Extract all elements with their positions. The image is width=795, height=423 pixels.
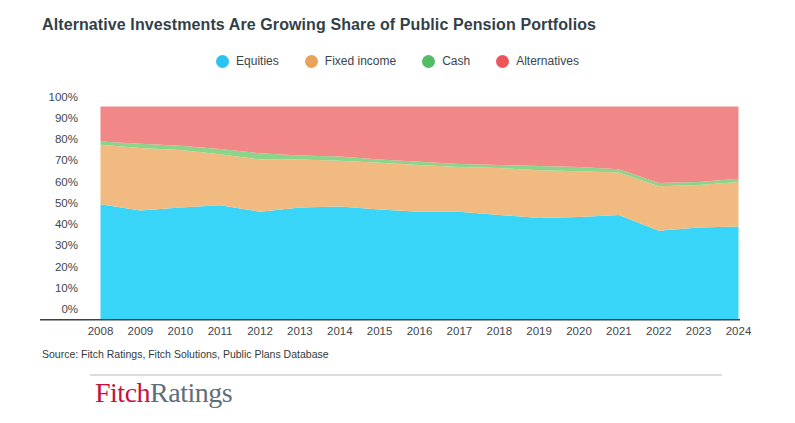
x-tick-label: 2013 — [287, 325, 313, 337]
x-tick-label: 2010 — [168, 325, 194, 337]
x-tick-label: 2008 — [88, 325, 114, 337]
y-tick-label: 80% — [55, 133, 78, 145]
x-tick-label: 2016 — [407, 325, 433, 337]
y-tick-label: 50% — [55, 197, 78, 209]
x-tick-label: 2024 — [726, 325, 752, 337]
x-tick-label: 2009 — [128, 325, 154, 337]
y-tick-label: 40% — [55, 218, 78, 230]
footer-divider — [90, 374, 722, 376]
x-tick-label: 2015 — [367, 325, 393, 337]
x-tick-label: 2017 — [447, 325, 473, 337]
x-tick-label: 2020 — [566, 325, 592, 337]
y-tick-label: 20% — [55, 261, 78, 273]
x-tick-label: 2019 — [526, 325, 552, 337]
x-tick-label: 2014 — [327, 325, 353, 337]
x-tick-label: 2012 — [247, 325, 273, 337]
y-tick-label: 100% — [49, 91, 78, 103]
x-tick-label: 2023 — [686, 325, 712, 337]
x-tick-label: 2018 — [487, 325, 513, 337]
y-tick-label: 10% — [55, 282, 78, 294]
y-tick-label: 60% — [55, 176, 78, 188]
y-tick-label: 30% — [55, 239, 78, 251]
x-tick-label: 2021 — [606, 325, 632, 337]
chart-page: Alternative Investments Are Growing Shar… — [0, 0, 795, 423]
x-tick-label: 2011 — [208, 325, 233, 337]
x-tick-label: 2022 — [646, 325, 672, 337]
source-note: Source: Fitch Ratings, Fitch Solutions, … — [42, 348, 329, 360]
fitch-ratings-logo: FitchRatings — [95, 377, 232, 409]
y-tick-label: 70% — [55, 154, 78, 166]
logo-ratings-text: Ratings — [150, 377, 232, 408]
logo-fitch-text: Fitch — [95, 377, 150, 408]
y-tick-label: 0% — [61, 303, 78, 315]
y-tick-label: 90% — [55, 112, 78, 124]
